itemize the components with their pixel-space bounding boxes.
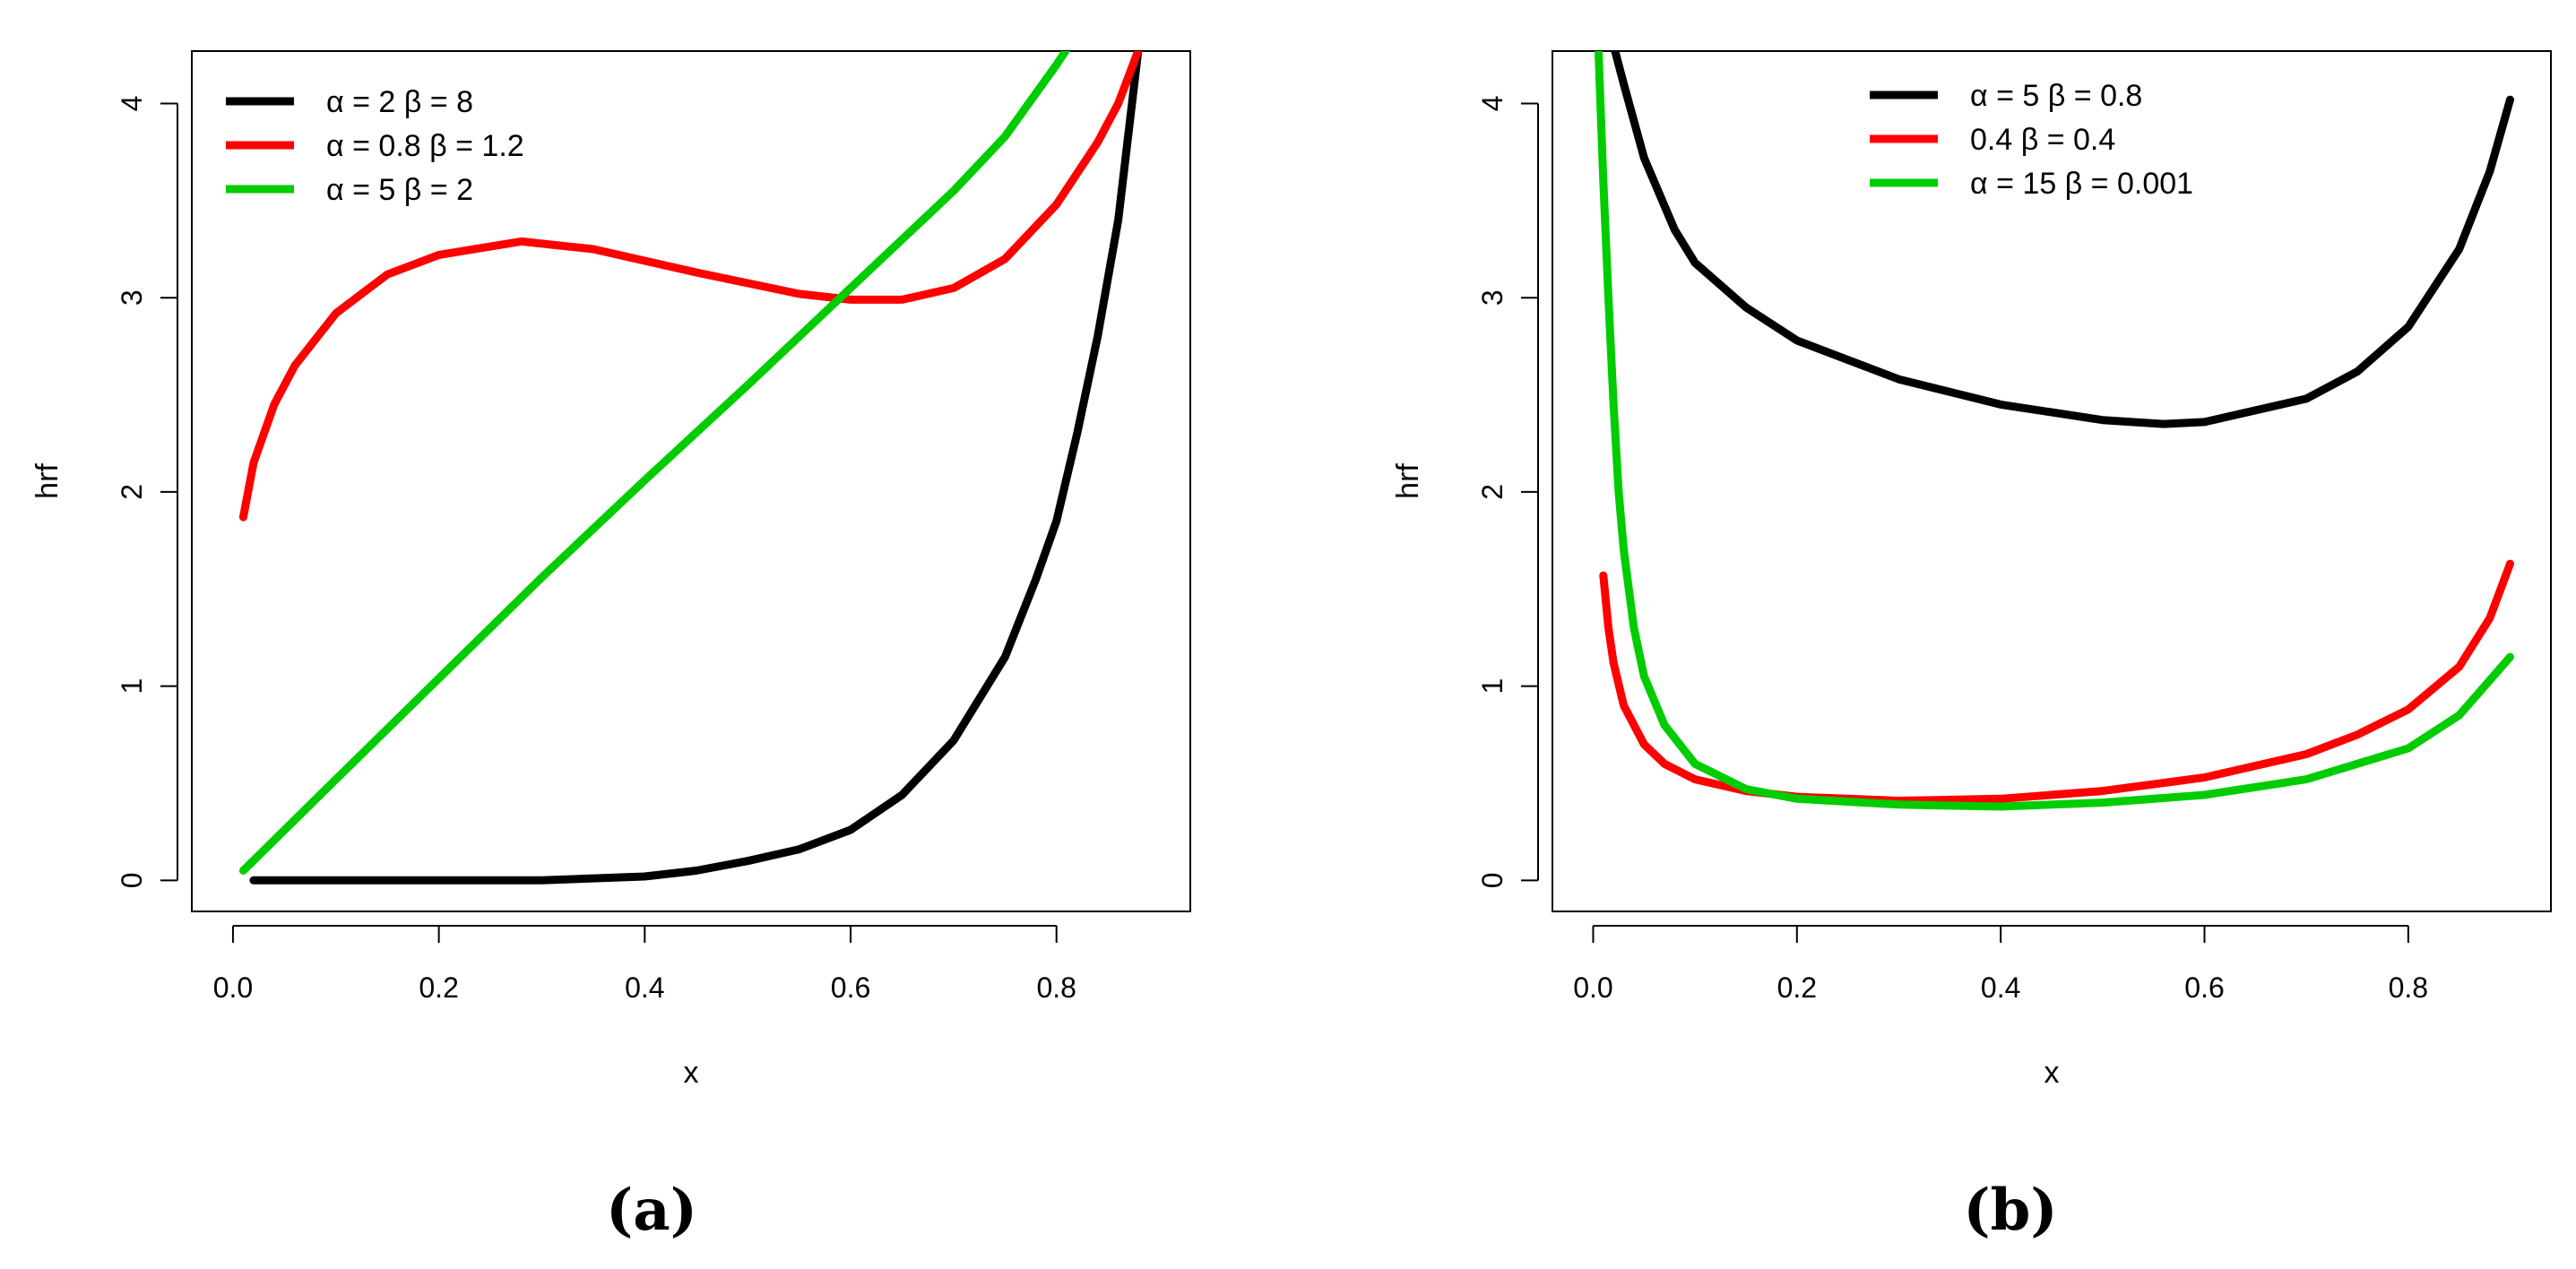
legend-label: α = 5 β = 0.8: [1970, 79, 2142, 113]
x-axis-label: x: [684, 1056, 699, 1090]
legend: α = 5 β = 0.8 0.4 β = 0.4 α = 15 β = 0.001: [1870, 79, 2193, 201]
legend-label: 0.4 β = 0.4: [1970, 123, 2115, 157]
y-axis-label: hrf: [1391, 463, 1425, 499]
axis-layer: 0.0 0.2 0.4 0.6 0.8 0 1 2 3 4: [1476, 96, 2428, 1004]
y-tick-label: 0: [1476, 872, 1508, 888]
y-axis-label: hrf: [30, 463, 65, 499]
series-line-3: [1594, 51, 2514, 811]
y-tick-label: 0: [116, 872, 148, 888]
y-tick-label: 4: [1476, 96, 1508, 112]
y-tick-label: 1: [116, 678, 148, 695]
legend-label: α = 15 β = 0.001: [1970, 167, 2193, 201]
x-tick-label: 0.6: [831, 971, 870, 1004]
x-tick-label: 0.2: [1777, 971, 1817, 1004]
series-layer: [1594, 51, 2514, 811]
chart-panel-b: 0.0 0.2 0.4 0.6 0.8 0 1 2 3 4 α = 5 β = 0.8 0.4 β …: [1391, 50, 2552, 1244]
legend: α = 2 β = 8 α = 0.8 β = 1.2 α = 5 β = 2: [226, 85, 524, 207]
series-line-1: [249, 51, 1143, 885]
y-tick-label: 1: [1476, 678, 1508, 695]
legend-label: α = 0.8 β = 1.2: [326, 129, 524, 163]
x-tick-label: 0.0: [213, 971, 253, 1004]
x-tick-label: 0.4: [1981, 971, 2020, 1004]
x-axis-label: x: [2044, 1056, 2060, 1090]
y-tick-label: 3: [1476, 289, 1508, 306]
x-tick-label: 0.2: [419, 971, 458, 1004]
x-tick-label: 0.6: [2184, 971, 2224, 1004]
y-tick-label: 3: [116, 289, 148, 306]
x-tick-label: 0.4: [625, 971, 664, 1004]
series-line-3: [238, 51, 1071, 875]
y-tick-label: 4: [116, 96, 148, 112]
x-tick-label: 0.0: [1573, 971, 1612, 1004]
y-tick-label: 2: [116, 484, 148, 500]
series-line-2: [1599, 559, 2514, 805]
plot-frame: [1552, 50, 2552, 912]
panel-label-b: (b): [1963, 1177, 2057, 1244]
y-tick-label: 2: [1476, 484, 1508, 500]
chart-panel-a: 0.0 0.2 0.4 0.6 0.8 0 1 2 3 4 α = 2 β = 8 α = 0.8 …: [30, 50, 1191, 1244]
series-line-1: [1611, 51, 2514, 428]
plot-frame: [191, 50, 1191, 912]
panel-label-a: (a): [606, 1177, 697, 1244]
legend-label: α = 5 β = 2: [326, 173, 473, 207]
series-layer: [238, 51, 1143, 885]
x-tick-label: 0.8: [1036, 971, 1076, 1004]
x-tick-label: 0.8: [2389, 971, 2428, 1004]
legend-label: α = 2 β = 8: [326, 85, 473, 119]
axis-layer: 0.0 0.2 0.4 0.6 0.8 0 1 2 3 4: [116, 96, 1076, 1004]
series-line-2: [238, 51, 1143, 522]
